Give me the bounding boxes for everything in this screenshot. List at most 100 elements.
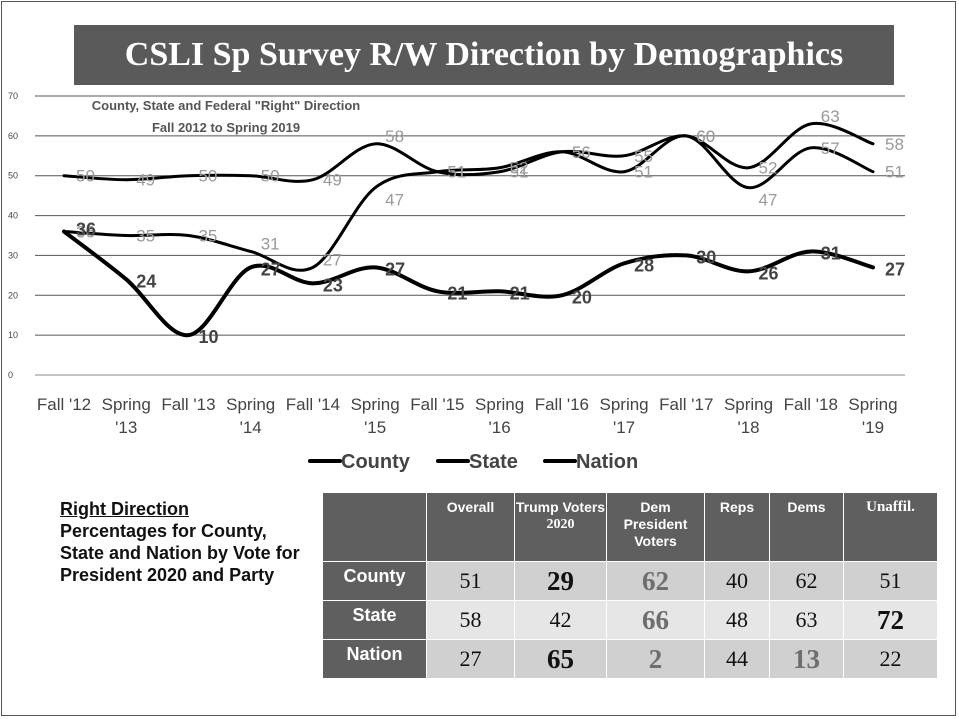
table-cell: 22 (843, 639, 938, 679)
data-label: 52 (510, 159, 529, 178)
x-tick-label: Fall '12 (37, 395, 91, 414)
col-header-dem-president-voters: Dem President Voters (606, 492, 705, 562)
x-tick-label: Fall '18 (784, 395, 838, 414)
data-label: 30 (696, 247, 716, 267)
x-tick-label: Spring (600, 395, 649, 414)
table-cell: 58 (426, 600, 515, 640)
data-label: 36 (76, 220, 96, 240)
data-label: 23 (323, 275, 343, 295)
data-label: 56 (572, 143, 591, 162)
data-label: 51 (510, 163, 529, 182)
data-label: 50 (76, 167, 95, 186)
data-label: 49 (136, 171, 155, 190)
col-header-dems: Dems (769, 492, 844, 562)
y-tick-label: 40 (8, 211, 18, 221)
data-label: 21 (447, 283, 467, 303)
table-caption-heading: Right Direction (60, 499, 189, 519)
series-line-nation (62, 229, 875, 338)
series-line-state (62, 134, 875, 272)
data-label: 47 (759, 191, 778, 210)
data-label: 57 (821, 139, 840, 158)
data-label: 31 (261, 234, 280, 253)
row-header-county: County (322, 561, 427, 601)
table-cell: 29 (514, 561, 607, 601)
table-row-nation: Nation 27 65 2 44 13 22 (322, 639, 938, 679)
data-label: 56 (572, 143, 591, 162)
col-header-reps: Reps (704, 492, 770, 562)
data-label: 35 (198, 227, 217, 246)
data-label: 58 (885, 135, 904, 154)
data-label: 24 (136, 271, 156, 291)
data-label: 47 (385, 191, 404, 210)
x-tick-label: '15 (364, 418, 386, 437)
col-header-unaffiliated: Unaffil. (843, 492, 938, 562)
data-label: 49 (323, 171, 342, 190)
data-label: 31 (821, 243, 841, 263)
table-row-state: State 58 42 66 48 63 72 (322, 600, 938, 640)
x-tick-label: Spring (848, 395, 897, 414)
data-label: 27 (323, 250, 342, 269)
data-label: 10 (198, 327, 218, 347)
col-header-trump-voters: Trump Voters 2020 (514, 492, 607, 562)
table-caption: Right Direction Percentages for County, … (60, 498, 315, 586)
table-cell: 65 (514, 639, 607, 679)
y-tick-label: 70 (8, 91, 18, 101)
data-label: 55 (634, 147, 653, 166)
x-tick-label: Spring (102, 395, 151, 414)
table-cell: 62 (769, 561, 844, 601)
x-tick-label: Spring (226, 395, 275, 414)
data-label: 60 (696, 127, 715, 146)
table-cell: 63 (769, 600, 844, 640)
table-cell: 13 (769, 639, 844, 679)
data-label: 51 (634, 163, 653, 182)
line-chart: 0 10 20 30 40 50 60 70 County, State and Federal… (8, 91, 905, 473)
y-tick-label: 0 (8, 370, 13, 380)
data-label: 58 (385, 127, 404, 146)
x-tick-label: Fall '16 (535, 395, 589, 414)
data-label: 52 (759, 159, 778, 178)
data-label: 27 (261, 259, 281, 279)
chart-subtitle: Fall 2012 to Spring 2019 (152, 120, 300, 135)
chart-title: County, State and Federal "Right" Direct… (92, 98, 361, 113)
table-cell: 66 (606, 600, 705, 640)
table-cell: 51 (426, 561, 515, 601)
data-label: 27 (385, 259, 405, 279)
legend-label-nation: Nation (576, 451, 638, 473)
y-tick-label: 20 (8, 290, 18, 300)
data-label: 60 (696, 127, 715, 146)
table-cell: 44 (704, 639, 770, 679)
x-tick-label: Fall '14 (286, 395, 340, 414)
slide-title: CSLI Sp Survey R/W Direction by Demograp… (74, 25, 894, 85)
y-tick-label: 10 (8, 330, 18, 340)
data-label: 50 (261, 167, 280, 186)
table-cell: 2 (606, 639, 705, 679)
table-cell: 62 (606, 561, 705, 601)
y-tick-label: 30 (8, 250, 18, 260)
y-tick-label: 60 (8, 131, 18, 141)
x-tick-label: '14 (240, 418, 262, 437)
x-tick-label: '13 (115, 418, 137, 437)
table-header-row: Overall Trump Voters 2020 Dem President V… (322, 492, 938, 562)
table-cell: 72 (843, 600, 938, 640)
data-label: 36 (76, 223, 95, 242)
data-label: 51 (885, 163, 904, 182)
table-cell: 51 (843, 561, 938, 601)
data-label: 28 (634, 255, 654, 275)
x-tick-label: Spring (475, 395, 524, 414)
x-tick-label: Spring (724, 395, 773, 414)
x-tick-label: Fall '13 (161, 395, 215, 414)
x-tick-label: '18 (737, 418, 759, 437)
table-row-county: County 51 29 62 40 62 51 (322, 561, 938, 601)
table-cell: 40 (704, 561, 770, 601)
x-tick-label: '17 (613, 418, 635, 437)
x-tick-label: Spring (351, 395, 400, 414)
data-label: 20 (572, 287, 592, 307)
x-tick-label: Fall '17 (659, 395, 713, 414)
y-tick-label: 50 (8, 171, 18, 181)
data-label: 51 (447, 163, 466, 182)
x-tick-label: '19 (862, 418, 884, 437)
row-header-state: State (322, 600, 427, 640)
table-cell: 27 (426, 639, 515, 679)
data-label: 63 (821, 107, 840, 126)
